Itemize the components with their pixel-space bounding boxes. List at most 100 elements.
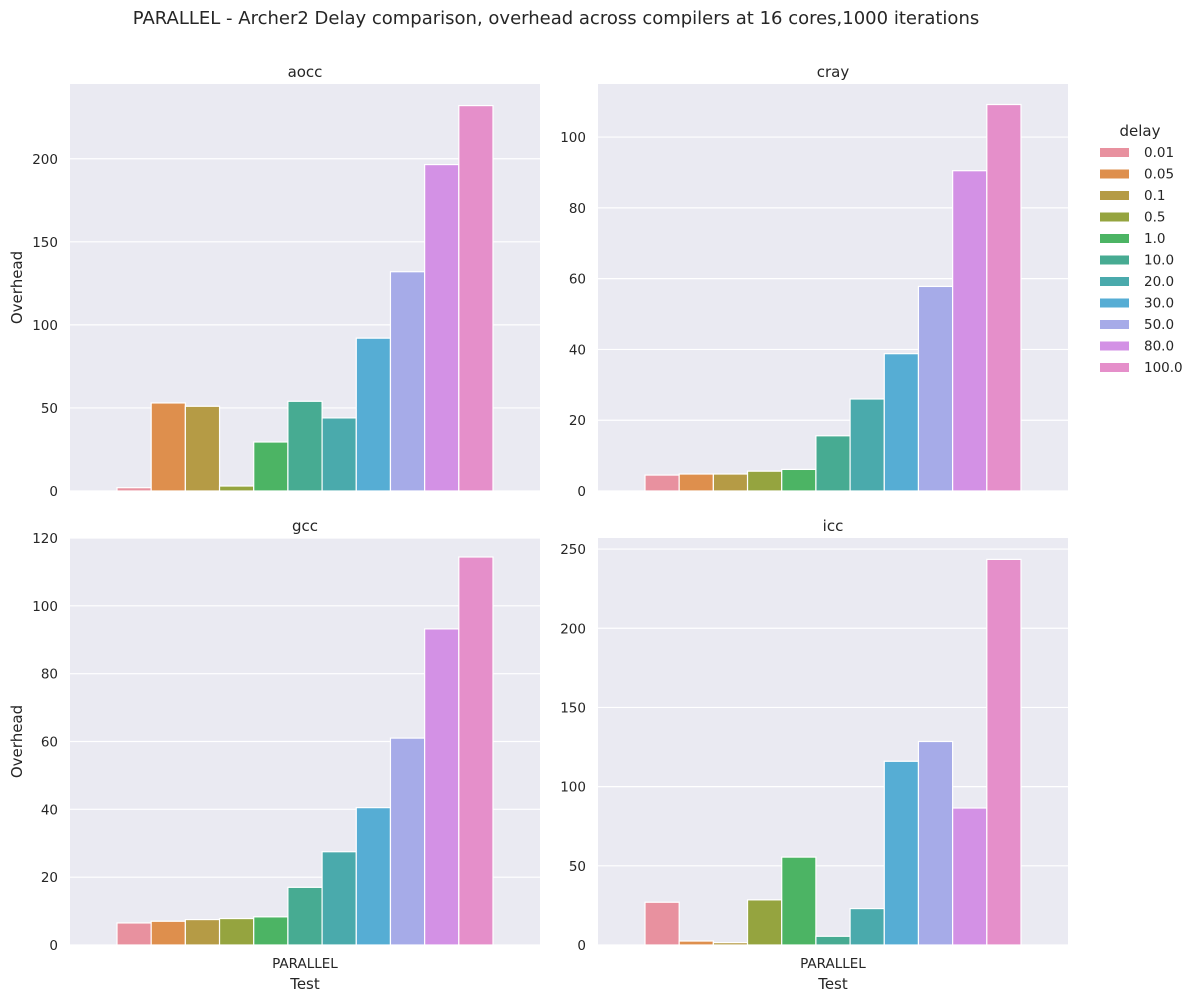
x-axis-label: Test: [817, 975, 848, 993]
bar-delay-20.0: [849, 398, 885, 492]
bar-delay-30.0: [355, 807, 392, 946]
y-tick-label: 0: [49, 484, 58, 500]
y-tick-label: 0: [577, 938, 586, 954]
bar-delay-10.0: [815, 935, 851, 946]
y-tick-label: 40: [41, 802, 58, 818]
y-tick-label: 200: [32, 152, 58, 168]
legend-swatch: [1100, 298, 1129, 308]
bar-delay-0.05: [150, 402, 186, 492]
y-tick-label: 50: [41, 401, 58, 417]
bar-delay-100.0: [986, 103, 1022, 492]
y-tick-label: 120: [32, 531, 58, 547]
bar-group: [644, 103, 1022, 492]
legend-swatch: [1100, 212, 1129, 222]
legend-label: 0.5: [1144, 210, 1165, 226]
y-tick-label: 80: [41, 667, 58, 683]
legend: delay 0.01 0.05 0.1 0.5 1.0 10.0 20.0 30.0 50.0 8…: [1100, 122, 1183, 376]
bar-delay-0.1: [184, 405, 221, 492]
y-tick-label: 200: [560, 621, 586, 637]
bar-delay-20.0: [849, 907, 885, 946]
y-tick-label: 20: [41, 870, 58, 886]
legend-swatch: [1100, 148, 1129, 157]
legend-swatch: [1100, 277, 1129, 286]
legend-label: 50.0: [1144, 317, 1174, 333]
legend-label: 30.0: [1144, 296, 1174, 312]
legend-swatch: [1100, 255, 1129, 265]
bar-delay-100.0: [458, 104, 494, 492]
bar-delay-10.0: [287, 400, 323, 492]
y-tick-labels: 0 50 100 150 200 250: [560, 542, 586, 954]
y-tick-label: 60: [569, 272, 586, 288]
bar-delay-0.01: [644, 901, 680, 946]
bar-delay-0.1: [184, 918, 221, 946]
y-tick-label: 150: [32, 235, 58, 251]
legend-swatch: [1100, 320, 1129, 329]
panel-title: icc: [823, 517, 844, 535]
legend-swatch: [1100, 191, 1129, 200]
bar-delay-20.0: [321, 851, 357, 946]
legend-swatch: [1100, 234, 1129, 243]
panel-title: aocc: [288, 63, 323, 81]
y-tick-label: 80: [569, 201, 586, 217]
bar-delay-100.0: [986, 558, 1022, 946]
bar-delay-0.5: [746, 899, 783, 946]
x-tick-label: PARALLEL: [272, 956, 338, 972]
legend-label: 0.05: [1144, 167, 1174, 183]
bar-delay-1.0: [253, 916, 289, 946]
y-tick-labels: 0 20 40 60 80 100 120: [32, 531, 58, 954]
bar-delay-0.05: [678, 940, 714, 946]
y-tick-label: 100: [32, 318, 58, 334]
panel-title: cray: [817, 63, 850, 81]
y-tick-labels: 0 50 100 150 200: [32, 152, 58, 500]
bar-group: [116, 556, 494, 946]
y-tick-label: 20: [569, 413, 586, 429]
bar-delay-50.0: [389, 737, 426, 946]
y-tick-label: 50: [569, 859, 586, 875]
bar-delay-0.1: [712, 942, 749, 946]
legend-label: 1.0: [1144, 231, 1165, 247]
y-tick-label: 100: [560, 130, 586, 146]
legend-label: 0.1: [1144, 188, 1165, 204]
legend-swatch: [1100, 341, 1129, 351]
panel-title: gcc: [292, 517, 318, 535]
bar-group: [116, 104, 494, 492]
bar-delay-80.0: [952, 807, 988, 946]
legend-label: 0.01: [1144, 145, 1174, 161]
bar-delay-0.05: [150, 920, 186, 946]
legend-label: 10.0: [1144, 253, 1174, 269]
panel-cray: 0 20 40 60 80 100 cray: [560, 63, 1068, 500]
bar-delay-80.0: [424, 628, 460, 946]
legend-title: delay: [1120, 122, 1161, 140]
bar-delay-0.01: [644, 474, 680, 492]
bar-delay-50.0: [917, 285, 954, 492]
y-tick-label: 100: [560, 780, 586, 796]
bar-delay-50.0: [917, 740, 954, 946]
bar-delay-1.0: [253, 441, 289, 492]
bar-delay-80.0: [952, 170, 988, 492]
bar-delay-20.0: [321, 417, 357, 492]
y-axis-label: Overhead: [8, 705, 26, 778]
y-tick-label: 60: [41, 735, 58, 751]
bar-delay-0.05: [678, 473, 714, 492]
bar-delay-100.0: [458, 556, 494, 946]
x-axis-label: Test: [289, 975, 320, 993]
bar-delay-30.0: [883, 353, 920, 492]
y-tick-label: 150: [560, 700, 586, 716]
bar-delay-0.1: [712, 473, 749, 492]
bar-delay-0.5: [746, 470, 783, 492]
bar-delay-1.0: [781, 468, 817, 492]
x-tick-label: PARALLEL: [800, 956, 866, 972]
bar-delay-0.5: [218, 485, 255, 492]
bar-group: [644, 558, 1022, 946]
bar-delay-0.01: [116, 922, 152, 946]
legend-swatch: [1100, 169, 1129, 179]
bar-delay-10.0: [815, 435, 851, 492]
legend-swatch: [1100, 363, 1129, 372]
bar-delay-30.0: [883, 760, 920, 946]
y-tick-label: 40: [569, 342, 586, 358]
panel-aocc: 0 50 100 150 200 aocc Overhead: [8, 63, 540, 500]
bar-delay-80.0: [424, 163, 460, 492]
y-tick-labels: 0 20 40 60 80 100: [560, 130, 586, 500]
bar-delay-50.0: [389, 271, 426, 492]
